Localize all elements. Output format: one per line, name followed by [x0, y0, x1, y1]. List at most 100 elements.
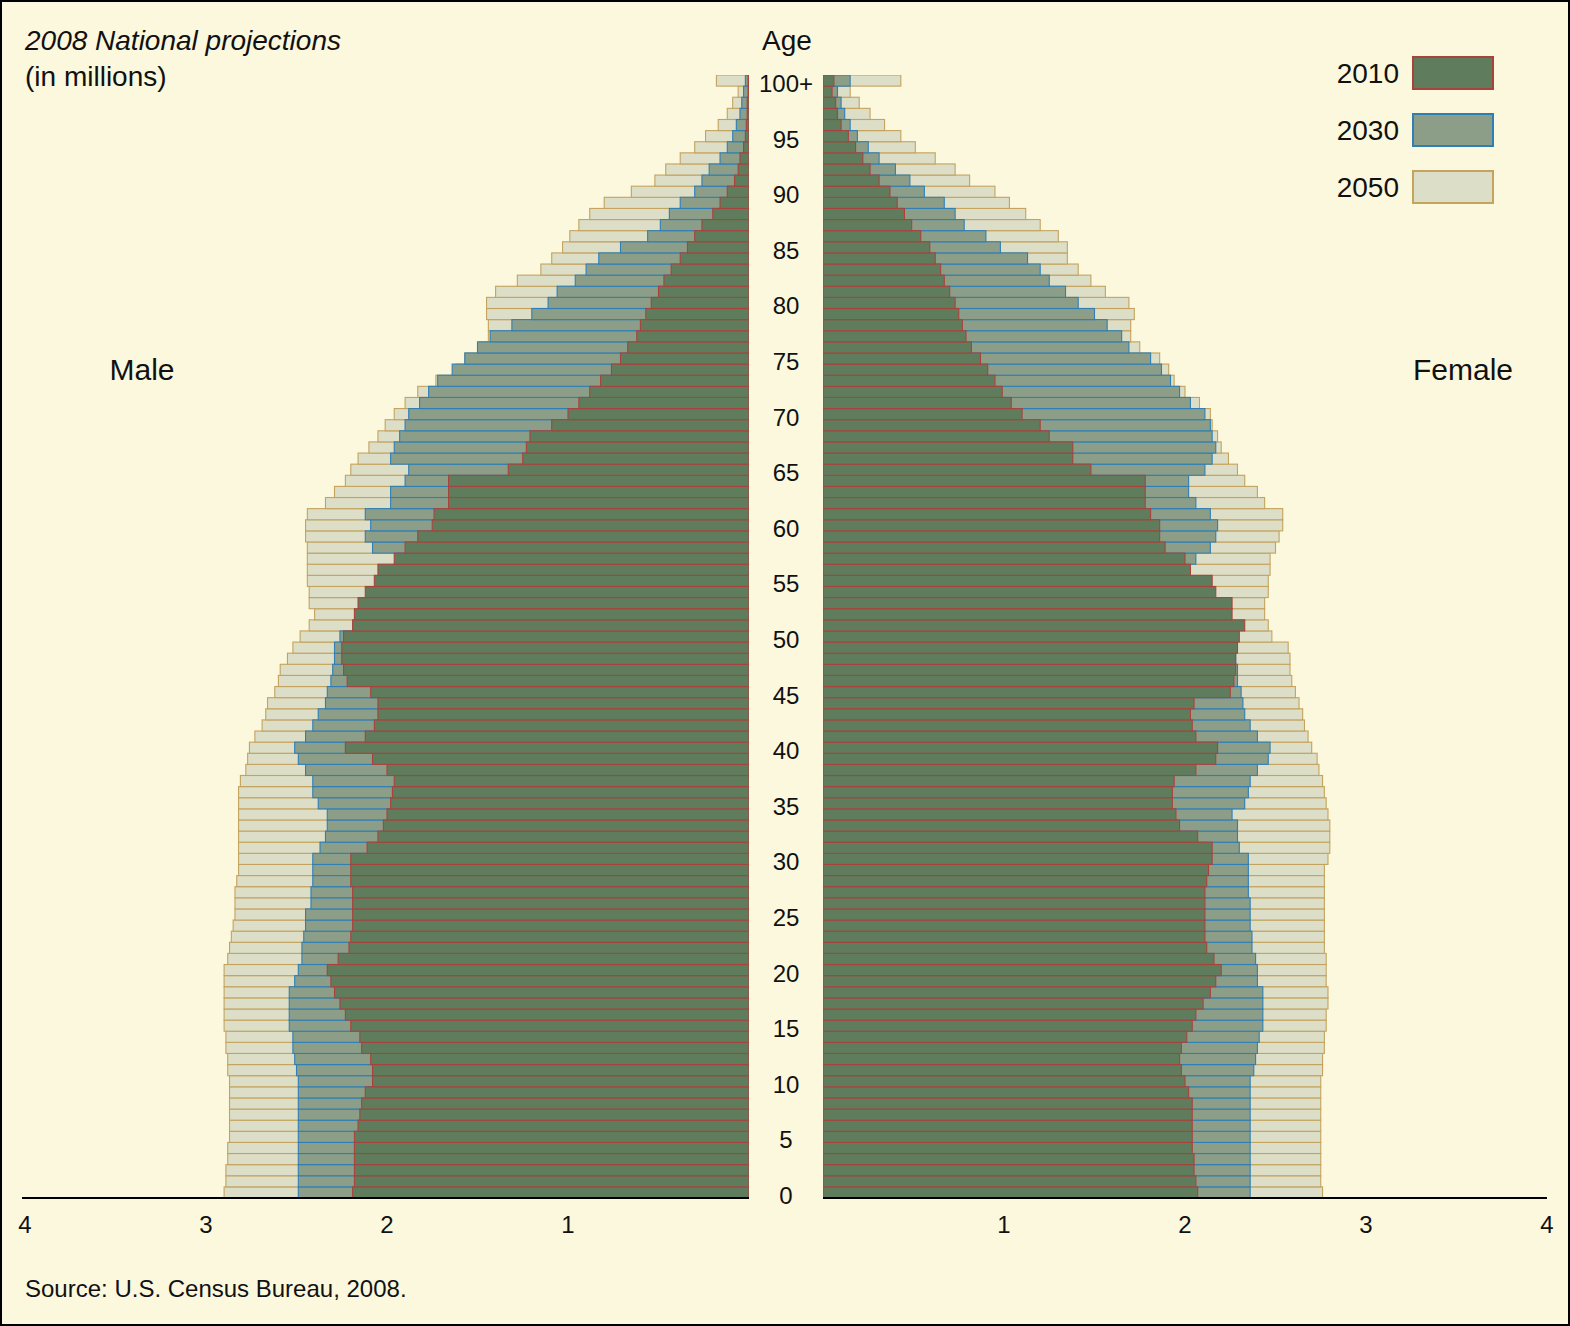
bar: [331, 675, 749, 686]
bar: [823, 953, 1326, 964]
bar: [823, 308, 959, 319]
bar: [235, 898, 749, 909]
bar: [823, 186, 995, 197]
bar: [823, 175, 910, 186]
bar: [823, 1065, 1323, 1076]
bar: [716, 75, 749, 86]
bar: [823, 976, 1257, 987]
bar: [747, 108, 749, 119]
bar: [823, 664, 1236, 675]
bar: [695, 186, 749, 197]
category-label: 35: [773, 793, 800, 820]
bar: [295, 976, 749, 987]
bar: [289, 998, 749, 1009]
bar: [327, 965, 749, 976]
bar: [230, 1109, 749, 1120]
bar: [823, 442, 1216, 453]
bar: [530, 431, 749, 442]
bar: [823, 620, 1245, 631]
bar: [823, 675, 1234, 686]
bar: [823, 1109, 1250, 1120]
bar: [823, 297, 1129, 308]
category-label: 70: [773, 404, 800, 431]
bar: [720, 153, 749, 164]
bar: [228, 1142, 749, 1153]
tick-label: 2: [380, 1211, 393, 1238]
bar: [295, 742, 749, 753]
bar: [436, 375, 749, 386]
bar: [526, 442, 749, 453]
bar: [309, 598, 749, 609]
bar: [823, 119, 850, 130]
bar: [823, 853, 1248, 864]
bar: [333, 664, 749, 675]
bar: [823, 842, 1212, 853]
bar: [823, 931, 1205, 942]
bar: [823, 698, 1299, 709]
bar: [823, 898, 1250, 909]
bar: [487, 297, 749, 308]
bar: [226, 1176, 749, 1187]
bar: [823, 375, 1171, 386]
bar: [823, 275, 1049, 286]
bar: [298, 1165, 749, 1176]
bar: [823, 631, 1239, 642]
bar: [311, 898, 749, 909]
bar: [351, 1020, 749, 1031]
bar: [354, 609, 749, 620]
bar: [373, 753, 749, 764]
bar: [385, 420, 749, 431]
bar: [342, 653, 749, 664]
bar: [255, 731, 749, 742]
category-label: 90: [773, 181, 800, 208]
bar: [823, 1076, 1321, 1087]
bar: [823, 553, 1185, 564]
bar: [391, 498, 749, 509]
bar: [687, 242, 749, 253]
bar: [262, 720, 749, 731]
bar: [655, 175, 749, 186]
bar: [823, 409, 1022, 420]
bar: [823, 1009, 1263, 1020]
bar: [709, 164, 749, 175]
bar: [823, 876, 1324, 887]
bar: [823, 320, 1131, 331]
bar: [646, 308, 749, 319]
bar: [823, 297, 1078, 308]
bar: [823, 1154, 1194, 1165]
bar: [239, 864, 749, 875]
bar: [823, 831, 1330, 842]
bar: [309, 620, 749, 631]
bar: [823, 97, 836, 108]
bar: [360, 1031, 749, 1042]
bar: [353, 887, 749, 898]
bar: [640, 320, 749, 331]
bar: [823, 253, 1067, 264]
bar: [548, 297, 749, 308]
bar: [449, 486, 749, 497]
tick-label: 1: [561, 1211, 574, 1238]
category-label: 75: [773, 348, 800, 375]
bar: [354, 1176, 749, 1187]
bar: [315, 609, 749, 620]
bar: [345, 475, 749, 486]
bar: [335, 653, 749, 664]
bar: [702, 220, 749, 231]
bar: [823, 520, 1218, 531]
bar: [823, 119, 841, 130]
bar: [823, 887, 1248, 898]
bar: [823, 264, 1040, 275]
bar: [706, 131, 749, 142]
category-label: 40: [773, 737, 800, 764]
bar: [823, 397, 1199, 408]
bar: [823, 464, 1091, 475]
bar: [823, 731, 1308, 742]
bar: [823, 1142, 1321, 1153]
bar: [823, 142, 856, 153]
bar: [823, 942, 1207, 953]
bar: [669, 208, 749, 219]
bar: [823, 1109, 1192, 1120]
bar: [695, 142, 749, 153]
bar: [240, 775, 749, 786]
bar: [823, 998, 1263, 1009]
